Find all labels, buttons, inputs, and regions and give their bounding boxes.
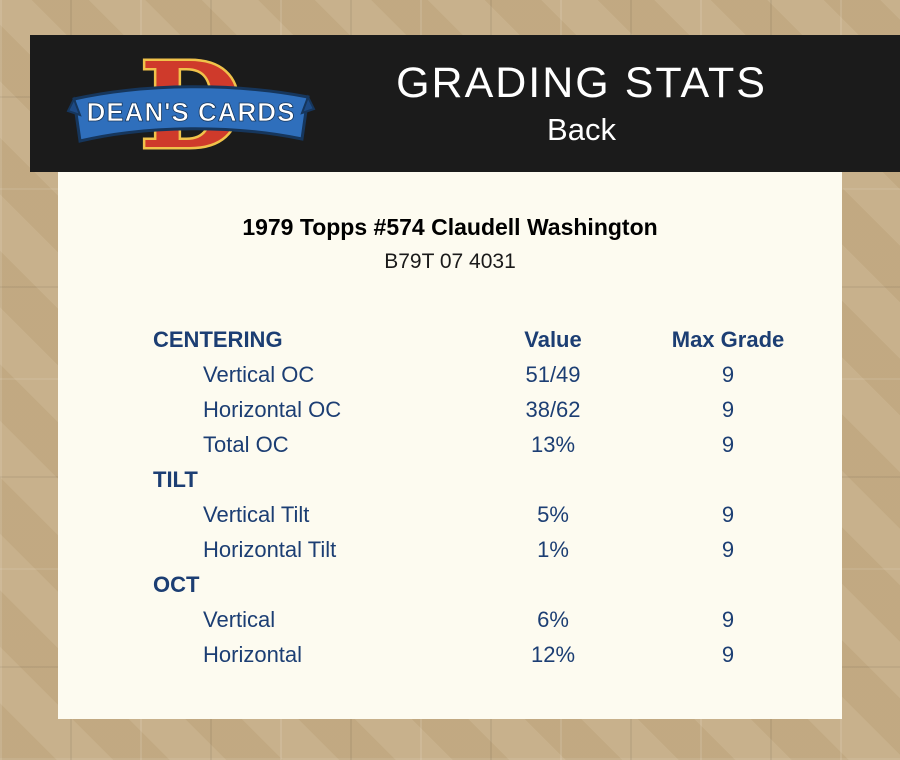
row-max-grade: 9 <box>721 432 735 457</box>
row-value: 13% <box>530 432 576 457</box>
section-label-oct: OCT <box>153 572 200 597</box>
table-row: Vertical 6% 9 <box>58 602 842 637</box>
table-header-row: CENTERING Value Max Grade <box>58 322 842 357</box>
row-max-grade: 9 <box>721 362 735 387</box>
logo-brand-text: DEAN'S CARDS <box>86 97 295 127</box>
column-header-value: Value <box>524 327 582 352</box>
row-value: 6% <box>537 607 569 632</box>
table-row: Total OC 13% 9 <box>58 427 842 462</box>
row-value: 1% <box>537 537 569 562</box>
page-subtitle: Back <box>547 112 616 148</box>
stats-table: CENTERING Value Max Grade Vertical OC 51… <box>58 322 842 672</box>
deans-cards-logo: D DEAN'S CARDS <box>58 39 323 169</box>
row-max-grade: 9 <box>721 607 735 632</box>
card-title: 1979 Topps #574 Claudell Washington <box>242 214 658 240</box>
header-text: GRADING STATS Back <box>323 59 900 148</box>
table-row: Horizontal Tilt 1% 9 <box>58 532 842 567</box>
stats-panel: 1979 Topps #574 Claudell Washington B79T… <box>58 172 842 719</box>
row-value: 12% <box>530 642 576 667</box>
row-label: Horizontal <box>203 642 303 667</box>
deans-cards-logo-graphic: D DEAN'S CARDS <box>66 41 315 167</box>
section-label-tilt: TILT <box>153 467 198 492</box>
row-max-grade: 9 <box>721 397 735 422</box>
row-value: 38/62 <box>525 397 581 422</box>
page-title: GRADING STATS <box>396 58 767 107</box>
table-row: Horizontal 12% 9 <box>58 637 842 672</box>
table-row: Vertical Tilt 5% 9 <box>58 497 842 532</box>
card-id: B79T 07 4031 <box>384 250 516 273</box>
header-bar: D DEAN'S CARDS GRADING STATS Back <box>30 35 900 172</box>
row-label: Total OC <box>203 432 289 457</box>
section-header-row: TILT <box>58 462 842 497</box>
logo-ribbon <box>71 84 310 143</box>
section-label-centering: CENTERING <box>153 327 283 352</box>
row-value: 5% <box>537 502 569 527</box>
table-row: Horizontal OC 38/62 9 <box>58 392 842 427</box>
table-row: Vertical OC 51/49 9 <box>58 357 842 392</box>
row-label: Vertical Tilt <box>203 502 310 527</box>
section-header-row: OCT <box>58 567 842 602</box>
row-max-grade: 9 <box>721 537 735 562</box>
row-max-grade: 9 <box>721 502 735 527</box>
column-header-max-grade: Max Grade <box>671 327 785 352</box>
row-label: Horizontal OC <box>203 397 342 422</box>
row-label: Vertical <box>203 607 276 632</box>
row-max-grade: 9 <box>721 642 735 667</box>
row-label: Vertical OC <box>203 362 315 387</box>
row-label: Horizontal Tilt <box>203 537 337 562</box>
row-value: 51/49 <box>525 362 581 387</box>
